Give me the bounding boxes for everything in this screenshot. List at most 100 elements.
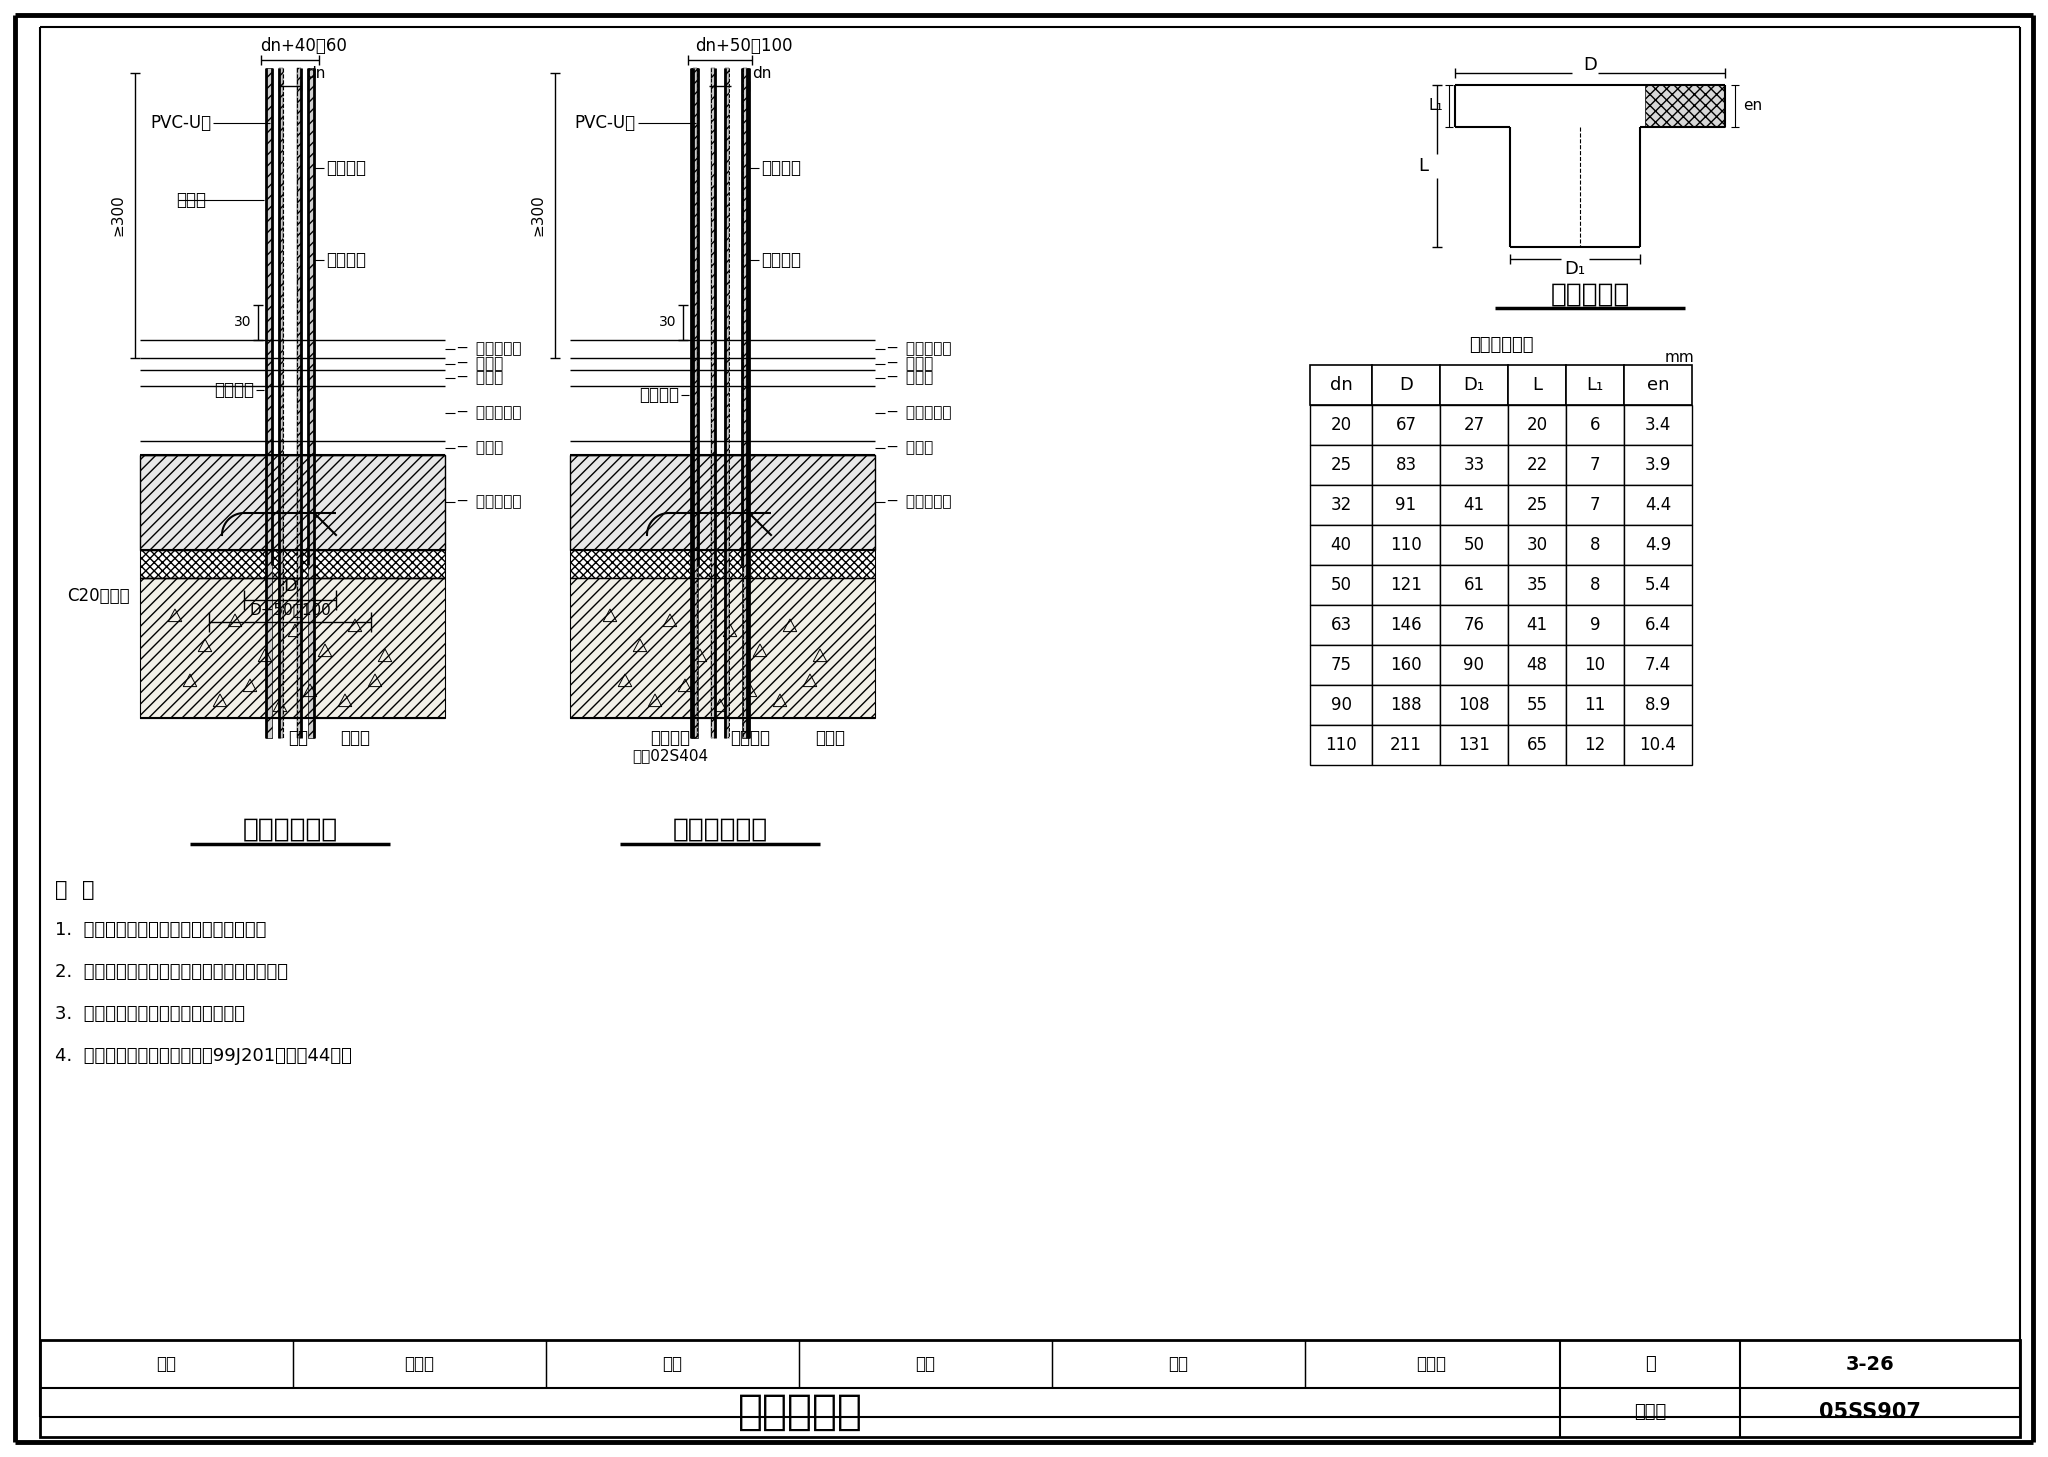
Text: 83: 83 <box>1395 456 1417 474</box>
Bar <box>741 68 750 739</box>
Text: 160: 160 <box>1391 656 1421 675</box>
Bar <box>1372 726 1440 765</box>
Text: 05SS907: 05SS907 <box>1819 1402 1921 1422</box>
Bar <box>1440 565 1507 605</box>
Text: 止水环: 止水环 <box>340 728 371 747</box>
Text: 柔性填料: 柔性填料 <box>729 728 770 747</box>
Text: 2.  柔性填料采用发泡聚乙烯或聚氨酯等材料。: 2. 柔性填料采用发泡聚乙烯或聚氨酯等材料。 <box>55 963 289 981</box>
Text: 3.  其它屋面构造形式参照本图施工。: 3. 其它屋面构造形式参照本图施工。 <box>55 1005 246 1023</box>
Bar <box>139 339 444 552</box>
Text: 3.9: 3.9 <box>1645 456 1671 474</box>
Bar <box>1624 525 1692 565</box>
Text: 3-26: 3-26 <box>1845 1355 1894 1374</box>
Text: 67: 67 <box>1395 417 1417 434</box>
Text: 30: 30 <box>233 315 252 329</box>
Text: 11: 11 <box>1585 696 1606 714</box>
Text: 5.4: 5.4 <box>1645 576 1671 594</box>
Bar <box>1311 444 1372 485</box>
Text: 肖審书: 肖審书 <box>403 1355 434 1372</box>
Text: 63: 63 <box>1331 616 1352 634</box>
Bar <box>1624 444 1692 485</box>
Bar <box>1507 605 1567 645</box>
Bar <box>1567 645 1624 685</box>
Bar <box>692 68 696 739</box>
Text: D₁: D₁ <box>1464 376 1485 393</box>
Text: 25: 25 <box>1526 495 1548 514</box>
Text: ≥300: ≥300 <box>111 194 125 236</box>
Bar <box>1567 565 1624 605</box>
Bar <box>1567 685 1624 726</box>
Bar <box>1624 485 1692 525</box>
Text: 9: 9 <box>1589 616 1599 634</box>
Bar <box>569 549 874 578</box>
Text: 121: 121 <box>1391 576 1421 594</box>
Text: 图集号: 图集号 <box>1634 1403 1667 1421</box>
Text: 10: 10 <box>1585 656 1606 675</box>
Bar <box>743 68 748 739</box>
Text: ─  钢筋砼屋面: ─ 钢筋砼屋面 <box>887 494 952 510</box>
Bar <box>1624 685 1692 726</box>
Text: 黄波: 黄波 <box>915 1355 936 1372</box>
Bar <box>1440 726 1507 765</box>
Text: 1.  管道在穿越屋面板处的外表面应打毛。: 1. 管道在穿越屋面板处的外表面应打毛。 <box>55 921 266 938</box>
Text: PVC-U管: PVC-U管 <box>575 114 637 133</box>
Text: 防水油膏: 防水油膏 <box>213 380 254 399</box>
Bar <box>1440 366 1507 405</box>
Bar <box>1372 685 1440 726</box>
Bar <box>1372 565 1440 605</box>
Text: 校对: 校对 <box>662 1355 682 1372</box>
Text: 同利国: 同利国 <box>1415 1355 1446 1372</box>
Bar <box>1507 645 1567 685</box>
Bar <box>569 578 874 718</box>
Bar <box>1440 525 1507 565</box>
Text: D+50～100: D+50～100 <box>250 602 332 616</box>
Bar <box>569 455 874 549</box>
Text: 防水油膏: 防水油膏 <box>639 386 680 404</box>
Text: 50: 50 <box>1464 536 1485 554</box>
Text: 22: 22 <box>1526 456 1548 474</box>
Bar <box>1440 685 1507 726</box>
Bar <box>1507 726 1567 765</box>
Text: 4.4: 4.4 <box>1645 495 1671 514</box>
Bar <box>1567 525 1624 565</box>
Text: ─  屋面保护层: ─ 屋面保护层 <box>887 341 952 357</box>
Text: L₁: L₁ <box>1587 376 1604 393</box>
Text: en: en <box>1743 99 1761 114</box>
Text: 4.  屋面以上部分穿管做法详见99J201（一）44页。: 4. 屋面以上部分穿管做法详见99J201（一）44页。 <box>55 1048 352 1065</box>
Text: C20细石砼: C20细石砼 <box>68 587 129 605</box>
Text: 20: 20 <box>1526 417 1548 434</box>
Text: ─  防水层: ─ 防水层 <box>457 357 504 372</box>
Text: 7.4: 7.4 <box>1645 656 1671 675</box>
Bar <box>1645 85 1724 127</box>
Bar <box>1624 726 1692 765</box>
Bar <box>1311 565 1372 605</box>
Bar <box>1507 685 1567 726</box>
Text: ─  钢筋砼屋面: ─ 钢筋砼屋面 <box>457 494 522 510</box>
Text: PVC-U管: PVC-U管 <box>150 114 211 133</box>
Text: ─  找坡层: ─ 找坡层 <box>887 440 934 456</box>
Text: mm: mm <box>1665 350 1694 364</box>
Text: 管道穿屋面: 管道穿屋面 <box>737 1391 862 1434</box>
Text: ─  找平层: ─ 找平层 <box>887 370 934 386</box>
Text: 55: 55 <box>1526 696 1548 714</box>
Text: 27: 27 <box>1464 417 1485 434</box>
Text: D: D <box>1399 376 1413 393</box>
Bar <box>725 68 729 739</box>
Bar <box>1372 485 1440 525</box>
Text: 防水翼环: 防水翼环 <box>649 728 690 747</box>
Bar <box>1311 685 1372 726</box>
Bar <box>139 455 444 549</box>
Bar <box>711 68 715 739</box>
Text: 防水油膏: 防水油膏 <box>762 159 801 176</box>
Text: L: L <box>1532 376 1542 393</box>
Text: 详见02S404: 详见02S404 <box>633 749 709 763</box>
Text: 6: 6 <box>1589 417 1599 434</box>
Text: 131: 131 <box>1458 736 1491 755</box>
Bar <box>1567 366 1624 405</box>
Bar <box>1507 366 1567 405</box>
Text: 50: 50 <box>1331 576 1352 594</box>
Text: ─  屋面保护层: ─ 屋面保护层 <box>457 341 522 357</box>
Bar <box>1567 405 1624 444</box>
Bar <box>1311 405 1372 444</box>
Bar <box>1567 485 1624 525</box>
